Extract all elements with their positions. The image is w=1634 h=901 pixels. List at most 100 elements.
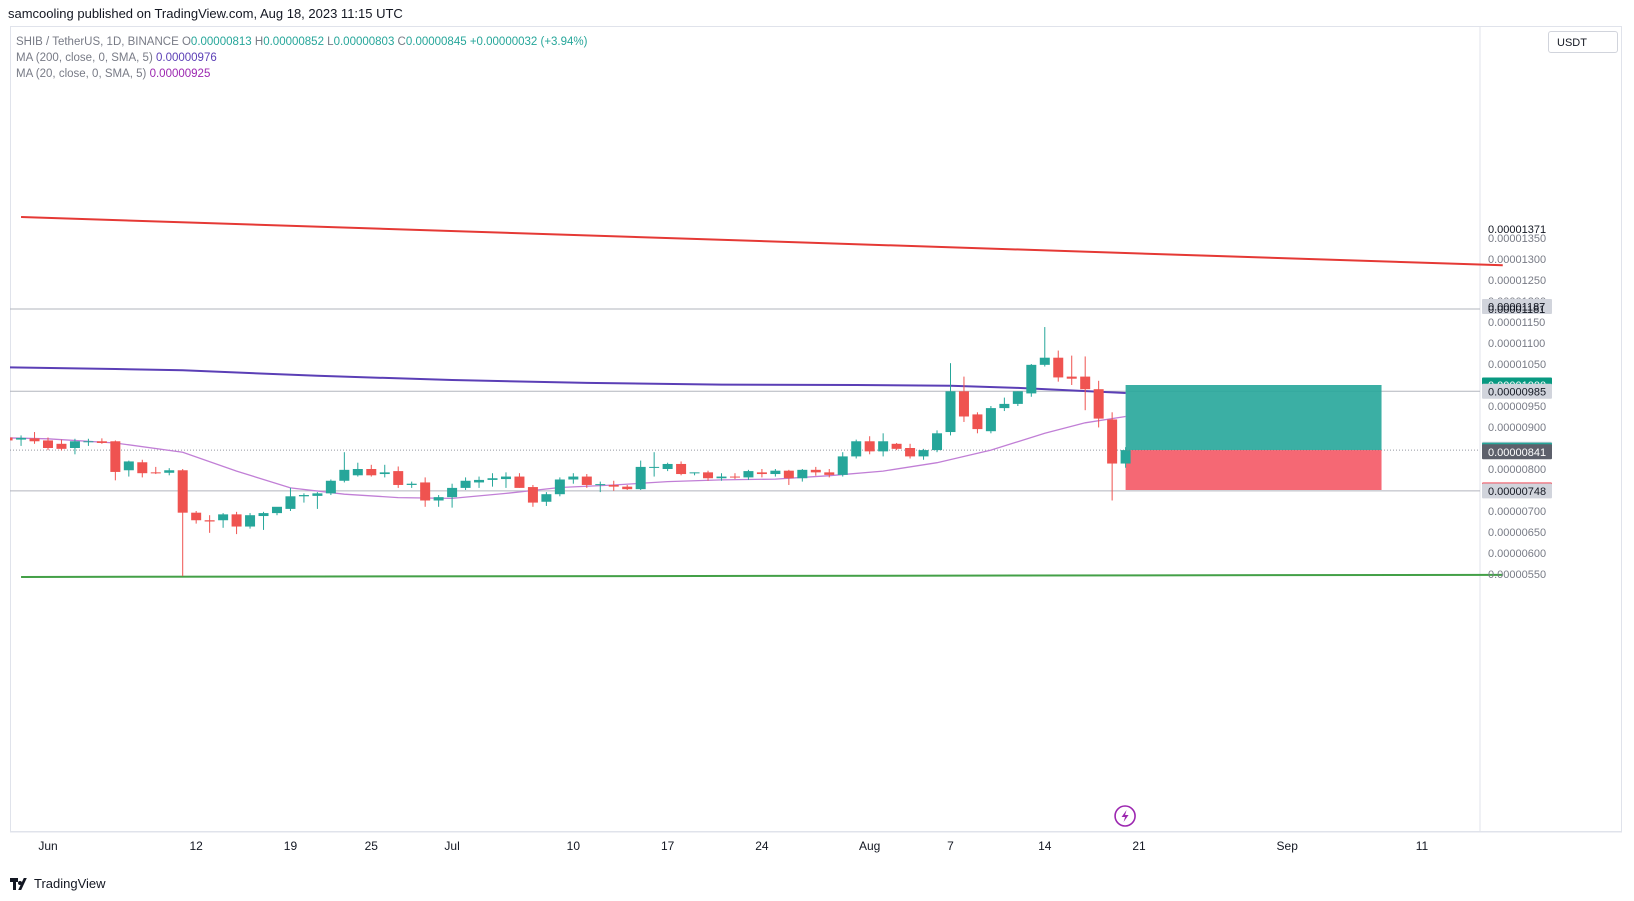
tradingview-logo-text: TradingView — [34, 876, 106, 891]
y-tick-label: 0.00001050 — [1488, 359, 1546, 371]
y-tick-label: 0.00001250 — [1488, 275, 1546, 287]
candle-body — [164, 470, 175, 473]
candle-up — [743, 469, 754, 480]
candle-body — [635, 466, 646, 490]
candle-body — [756, 472, 767, 475]
y-tick-label: 0.00000800 — [1488, 464, 1546, 476]
candle-down — [204, 515, 215, 533]
candle-body — [298, 495, 309, 497]
candle-up — [1026, 364, 1037, 397]
candle-body — [891, 443, 902, 449]
lightning-icon[interactable] — [1114, 805, 1136, 827]
candle-down — [231, 511, 242, 535]
candle-body — [43, 440, 53, 448]
candle-body — [258, 513, 269, 517]
candle-down — [905, 443, 916, 459]
candle-body — [514, 476, 525, 488]
candle-up — [271, 506, 282, 516]
candle-body — [1039, 357, 1050, 365]
candle-down — [703, 470, 714, 481]
candle-body — [1107, 419, 1118, 464]
candle-body — [1053, 357, 1064, 378]
x-tick-label: 11 — [1416, 839, 1429, 853]
legend-ma200-label: MA (200, close, 0, SMA, 5) — [16, 52, 153, 64]
candle-down — [110, 440, 121, 481]
candle-up — [595, 481, 606, 493]
ma20-line — [10, 415, 1126, 500]
legend-low-label: L — [327, 36, 334, 48]
legend-symbol-row: SHIB / TetherUS, 1D, BINANCE O0.00000813… — [16, 34, 587, 50]
candle-down — [676, 461, 687, 476]
candle-body — [622, 486, 633, 490]
candle-up — [16, 435, 27, 446]
y-tick-label: 0.00000950 — [1488, 401, 1546, 413]
candle-up — [662, 462, 673, 472]
candle-down — [1080, 356, 1091, 411]
currency-unit-button[interactable]: USDT — [1548, 31, 1618, 53]
price-label-badge — [1482, 483, 1552, 499]
candle-down — [1107, 412, 1118, 501]
candle-up — [123, 460, 134, 477]
candle-up — [83, 438, 94, 446]
candle-body — [420, 482, 431, 501]
candle-body — [716, 476, 727, 479]
candle-up — [999, 397, 1010, 412]
candle-body — [312, 493, 323, 496]
tradingview-logo-icon — [10, 877, 28, 890]
candle-body — [1026, 364, 1037, 394]
candle-down — [137, 459, 148, 478]
candle-up — [568, 473, 579, 484]
legend-open-value: 0.00000813 — [190, 36, 252, 48]
candle-up — [487, 473, 498, 487]
legend-ma200-row[interactable]: MA (200, close, 0, SMA, 5) 0.00000976 — [16, 50, 587, 66]
legend-symbol: SHIB / TetherUS, 1D, BINANCE — [16, 36, 179, 48]
x-tick-label: Sep — [1277, 839, 1299, 853]
candle-up — [837, 452, 848, 477]
candle-body — [837, 456, 848, 475]
y-tick-label: 0.00000600 — [1488, 548, 1546, 560]
candle-body — [932, 433, 943, 451]
candle-up — [352, 462, 363, 477]
y-tick-label: 0.00000650 — [1488, 527, 1546, 539]
legend-high-label: H — [254, 36, 264, 48]
y-tick-label: 0.00001150 — [1488, 317, 1545, 329]
candle-up — [689, 472, 700, 476]
candle-body — [554, 479, 565, 495]
candle-up — [1039, 327, 1050, 367]
candle-up — [985, 406, 996, 434]
candle-body — [703, 472, 714, 479]
candle-body — [379, 472, 390, 475]
candle-up — [258, 511, 269, 530]
candle-down — [729, 473, 740, 480]
trend-red-trendline — [21, 216, 1503, 267]
candle-up — [433, 495, 444, 507]
legend-ma20-row[interactable]: MA (20, close, 0, SMA, 5) 0.00000925 — [16, 66, 587, 82]
candle-down — [756, 469, 767, 478]
target-zone — [1125, 385, 1382, 451]
candle-body — [783, 470, 794, 479]
candle-body — [810, 469, 821, 473]
tradingview-logo[interactable]: TradingView — [10, 876, 106, 891]
candle-body — [406, 483, 417, 485]
lightning-icon-bolt — [1121, 810, 1129, 822]
candle-up — [945, 363, 956, 436]
legend-ma20-label: MA (20, close, 0, SMA, 5) — [16, 68, 147, 80]
stop-zone — [1125, 450, 1382, 490]
candle-up — [460, 477, 471, 490]
candle-down — [420, 477, 431, 507]
price-chart[interactable]: 0.000013500.000013000.000012500.00001200… — [10, 26, 1622, 868]
candle-body — [568, 476, 579, 480]
legend-ma200-value: 0.00000976 — [155, 52, 217, 64]
candle-body — [608, 484, 619, 487]
x-tick-label: 25 — [365, 839, 379, 853]
candle-body — [245, 515, 256, 527]
chart-frame: 0.000013500.000013000.000012500.00001200… — [10, 26, 1622, 868]
candle-body — [824, 472, 835, 475]
candle-up — [554, 477, 565, 497]
candle-up — [218, 513, 229, 528]
candle-body — [972, 414, 983, 430]
candle-up — [69, 438, 80, 455]
candle-up — [500, 472, 511, 488]
candle-down — [177, 469, 188, 577]
candle-body — [83, 441, 94, 443]
